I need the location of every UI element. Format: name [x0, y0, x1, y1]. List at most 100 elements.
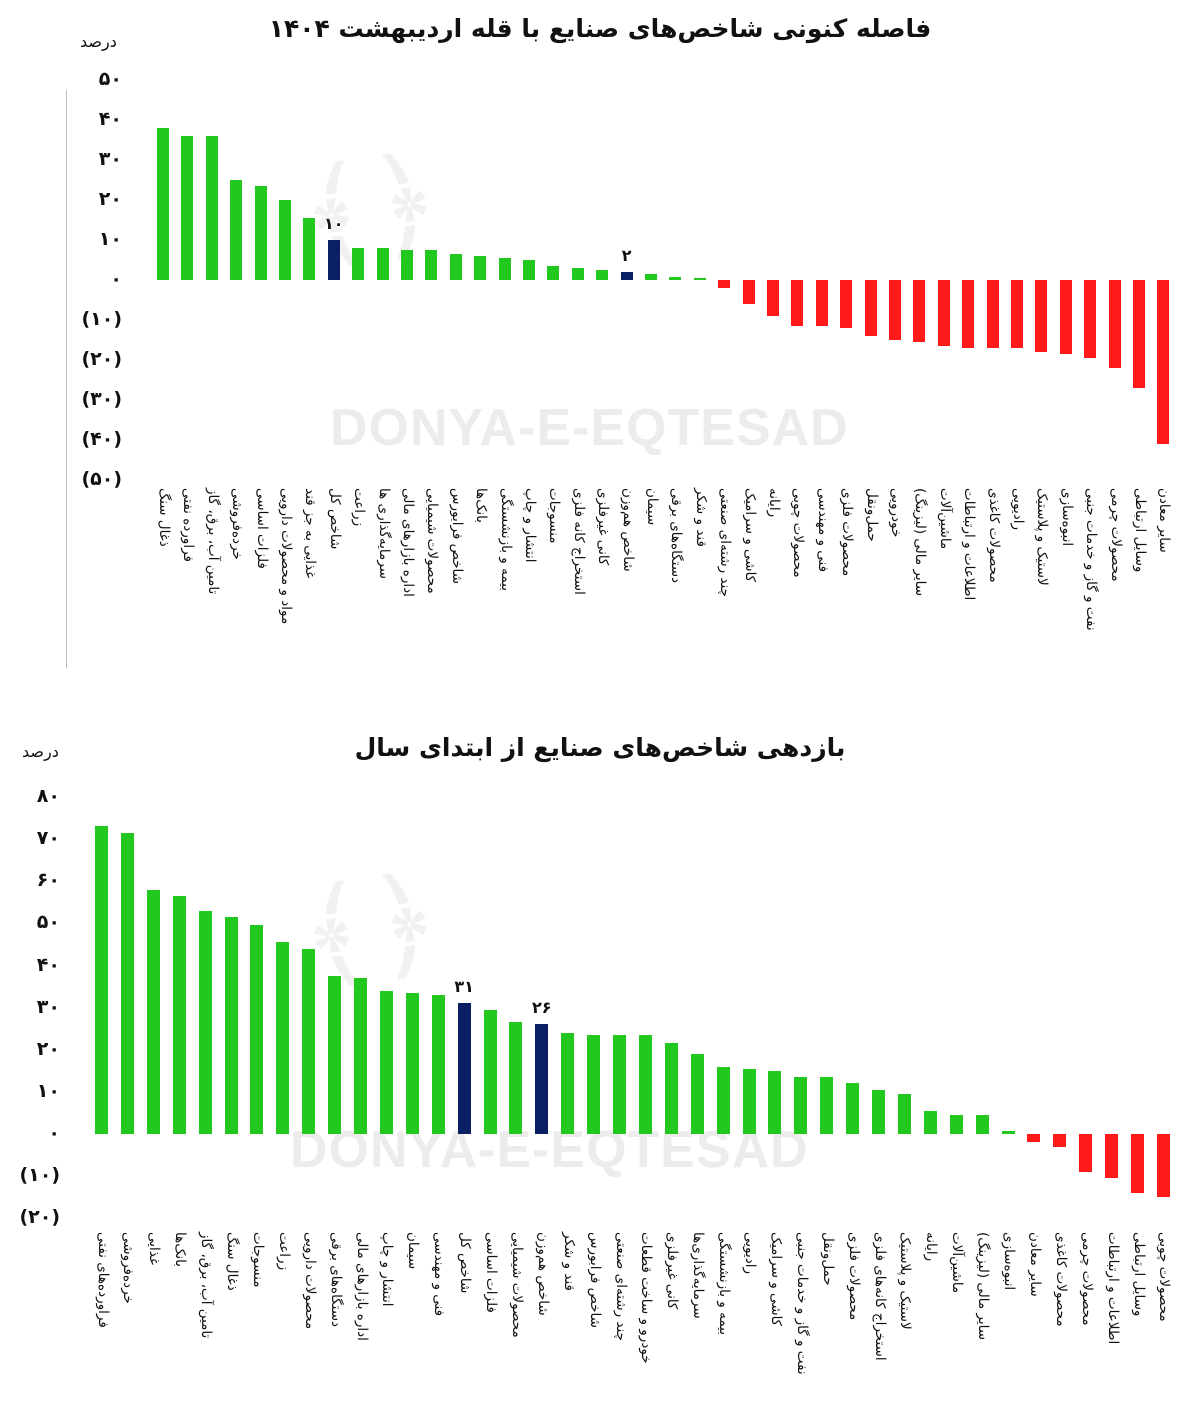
bar [1105, 1134, 1119, 1179]
category-label: محصولات شیمیایی [508, 1232, 525, 1338]
bar [693, 278, 706, 280]
bar [181, 136, 194, 280]
bar [95, 826, 108, 1134]
category-label: محصولات چرمی [1078, 1232, 1095, 1326]
category-label: خودرو و ساخت قطعات [638, 1232, 655, 1364]
category-label: نفت و گاز و خدمات جنبی [793, 1232, 810, 1375]
bar [302, 948, 316, 1134]
category-label: شاخص فرابورس [586, 1232, 603, 1328]
bar [889, 280, 901, 340]
bar [1059, 280, 1072, 354]
bar [690, 1053, 704, 1134]
y-tick-label: ۶۰ [36, 869, 60, 892]
category-label: حمل‌ونقل [863, 488, 880, 542]
category-label: انبوه‌سازی [1058, 488, 1075, 547]
bar [1157, 280, 1170, 444]
category-label: سیمان [644, 488, 660, 526]
category-label: فنی و مهندسی [814, 488, 831, 573]
bar [401, 250, 413, 280]
category-label: انتشار و چاپ [522, 488, 538, 563]
category-label: سرمایه‌گذاری‌ها [690, 1232, 707, 1319]
category-label: ماشین‌آلات [949, 1232, 966, 1294]
y-tick-label: ۵۰ [36, 911, 60, 934]
bar [198, 910, 212, 1134]
y-tick-label: ۸۰ [36, 785, 60, 807]
bar [431, 994, 445, 1134]
bar [620, 272, 633, 280]
bar [716, 1066, 730, 1134]
category-label: منسوجات [546, 488, 563, 544]
y-tick-label: ۱۰ [36, 1079, 60, 1102]
bar [949, 1115, 963, 1134]
category-label: بانک‌ها [473, 488, 490, 523]
category-label: خودرویی [888, 488, 904, 538]
bar [1079, 1134, 1093, 1172]
bar [354, 978, 367, 1134]
bar [897, 1093, 911, 1134]
bar [1131, 1134, 1144, 1193]
category-label: شاخص هم‌وزن [619, 488, 636, 572]
category-label: کانی غیرفلزی [664, 1232, 681, 1310]
data-label: ۳۱ [454, 977, 474, 997]
bar [425, 250, 438, 280]
bar [794, 1077, 808, 1134]
y-tick-label: ۴۰ [98, 108, 122, 130]
bar [645, 274, 657, 280]
bar [587, 1035, 601, 1134]
bar [791, 280, 804, 326]
bar [846, 1083, 860, 1134]
category-label: قند و شکر [560, 1232, 577, 1291]
y-tick-label: ۴۰ [36, 953, 60, 976]
bar [172, 895, 186, 1134]
category-label: لاستیک و پلاستیک [1034, 488, 1051, 586]
bar [986, 280, 999, 348]
category-label: ذغال سنگ [156, 488, 172, 547]
category-label: زراعت [351, 488, 368, 527]
category-label: محصولات چوبی [1156, 1232, 1173, 1322]
bar [279, 200, 291, 280]
y-tick-label: (۲۰) [81, 348, 122, 370]
bar [767, 280, 779, 316]
y-tick-label: ۰ [110, 268, 122, 290]
bar [509, 1022, 523, 1134]
data-label: ۲۶ [532, 998, 552, 1018]
y-axis-unit: درصد [80, 32, 117, 51]
bar [254, 186, 267, 280]
category-label: ذغال سنگ [224, 1232, 240, 1291]
bar [303, 218, 316, 280]
bar [276, 942, 290, 1134]
bar [250, 925, 264, 1134]
y-tick-label: (۴۰) [81, 428, 122, 450]
category-label: فلزات اساسی [253, 488, 270, 569]
bar [205, 136, 218, 280]
category-label: شاخص کل [457, 1232, 474, 1294]
bar [224, 917, 238, 1134]
y-tick-label: (۱۰) [81, 308, 122, 330]
bar [146, 889, 160, 1134]
category-label: چند رشته‌ای صنعتی [717, 488, 734, 597]
category-label: استخراج کانه‌های فلزی [871, 1232, 888, 1361]
category-label: سیمان [405, 1232, 422, 1270]
category-label: شاخص فرابورس [448, 488, 465, 584]
category-label: شاخص کل [326, 488, 343, 550]
y-tick-label: (۱۰) [19, 1164, 60, 1187]
category-label: محصولات دارویی [301, 1232, 318, 1330]
bar [120, 832, 134, 1134]
category-label: مواد و محصولات دارویی [278, 488, 294, 625]
category-label: اطلاعات و ارتباطات [1104, 1232, 1121, 1345]
y-tick-label: ۷۰ [36, 827, 60, 850]
bar [718, 280, 731, 288]
category-label: کاشی و سرامیک [767, 1232, 784, 1327]
bar [1027, 1134, 1041, 1143]
bar [1156, 1134, 1170, 1198]
category-label: محصولات فلزی [839, 488, 856, 577]
y-tick-label: ۳۰ [98, 148, 122, 170]
bar [664, 1043, 678, 1134]
bar [1084, 280, 1097, 358]
category-label: محصولات چرمی [1107, 488, 1124, 582]
bar [1035, 280, 1048, 352]
bar [937, 280, 950, 346]
category-label: غذایی [146, 1232, 163, 1265]
bar [596, 270, 609, 280]
category-label: انبوه‌سازی [1001, 1232, 1017, 1291]
